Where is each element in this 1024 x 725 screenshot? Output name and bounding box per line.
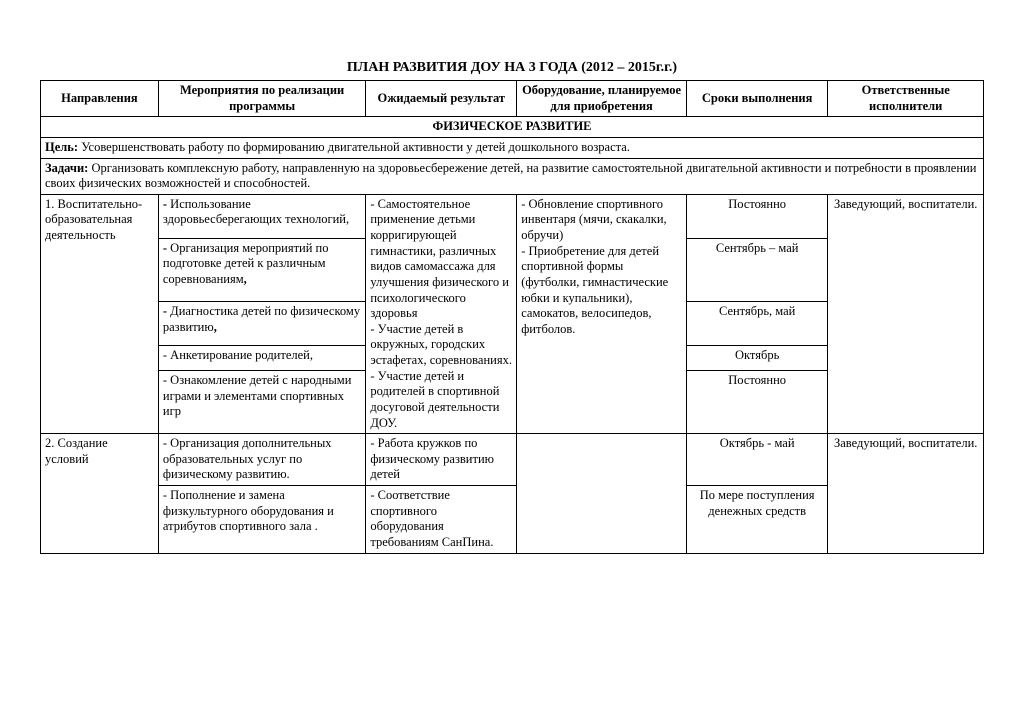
table-row: 2. Создание условий - Организация дополн…	[41, 434, 984, 486]
timing-cell: Сентябрь – май	[686, 238, 827, 301]
plan-table: Направления Мероприятия по реализации пр…	[40, 80, 984, 554]
activity-cell: - Организация мероприятий по подготовке …	[158, 238, 365, 301]
activity-cell: - Организация дополнительных образовател…	[158, 434, 365, 486]
responsible-cell: Заведующий, воспитатели.	[828, 434, 984, 553]
section-row: ФИЗИЧЕСКОЕ РАЗВИТИЕ	[41, 117, 984, 138]
header-row: Направления Мероприятия по реализации пр…	[41, 81, 984, 117]
goal-text: Усовершенствовать работу по формированию…	[78, 140, 630, 154]
timing-cell: Сентябрь, май	[686, 301, 827, 345]
col-timing: Сроки выполнения	[686, 81, 827, 117]
expected-cell: - Самостоятельное применение детьми корр…	[366, 194, 517, 433]
tasks-text: Организовать комплексную работу, направл…	[45, 161, 976, 191]
tasks-row: Задачи: Организовать комплексную работу,…	[41, 158, 984, 194]
tasks-label: Задачи:	[45, 161, 88, 175]
activity-text: Использование здоровьесберегающих технол…	[163, 197, 349, 227]
direction-cell: 1. Воспитательно-образовательная деятель…	[41, 194, 159, 433]
goal-row: Цель: Усовершенствовать работу по формир…	[41, 137, 984, 158]
goal-cell: Цель: Усовершенствовать работу по формир…	[41, 137, 984, 158]
timing-cell: Постоянно	[686, 194, 827, 238]
col-directions: Направления	[41, 81, 159, 117]
activity-cell: - Ознакомление детей с народными играми …	[158, 371, 365, 434]
activity-cell: - Диагностика детей по физическому разви…	[158, 301, 365, 345]
expected-cell: - Работа кружков по физическому развитию…	[366, 434, 517, 486]
goal-label: Цель:	[45, 140, 78, 154]
expected-cell: - Соответствие спортивного оборудования …	[366, 486, 517, 554]
col-equipment: Оборудование, планируемое для приобретен…	[517, 81, 687, 117]
tasks-cell: Задачи: Организовать комплексную работу,…	[41, 158, 984, 194]
equipment-cell: - Обновление спортивного инвентаря (мячи…	[517, 194, 687, 433]
table-row: 1. Воспитательно-образовательная деятель…	[41, 194, 984, 238]
activity-cell: - Пополнение и замена физкультурного обо…	[158, 486, 365, 554]
responsible-cell: Заведующий, воспитатели.	[828, 194, 984, 433]
direction-cell: 2. Создание условий	[41, 434, 159, 553]
section-header: ФИЗИЧЕСКОЕ РАЗВИТИЕ	[41, 117, 984, 138]
timing-cell: Октябрь	[686, 345, 827, 370]
activity-cell: - Анкетирование родителей,	[158, 345, 365, 370]
timing-cell: Октябрь - май	[686, 434, 827, 486]
timing-cell: По мере поступления денежных средств	[686, 486, 827, 554]
col-responsible: Ответственные исполнители	[828, 81, 984, 117]
col-activities: Мероприятия по реализации программы	[158, 81, 365, 117]
timing-cell: Постоянно	[686, 371, 827, 434]
col-expected: Ожидаемый результат	[366, 81, 517, 117]
equipment-cell	[517, 434, 687, 553]
document-title: ПЛАН РАЗВИТИЯ ДОУ НА 3 ГОДА (2012 – 2015…	[40, 60, 984, 76]
activity-cell: - Использование здоровьесберегающих техн…	[158, 194, 365, 238]
